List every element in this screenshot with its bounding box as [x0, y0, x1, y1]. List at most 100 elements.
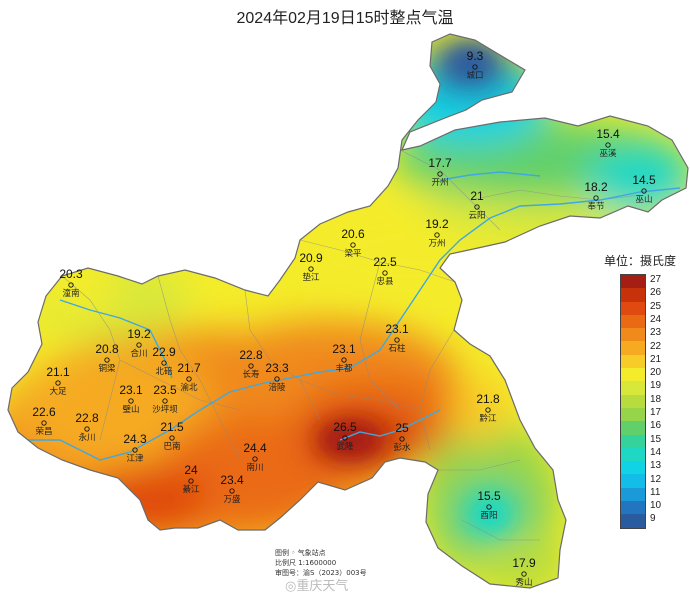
station-marker: 22.9 北碚: [152, 345, 176, 377]
station-layer: 9.3 城口 15.4 巫溪 14.5 巫山 18.2 奉节 17.7 开州 21 云阳 19.2 万州 2…: [32, 49, 656, 588]
station-temperature: 9.3: [467, 49, 484, 63]
legend-label: 18: [650, 393, 662, 405]
station-marker: 22.6 荣昌: [32, 405, 56, 437]
legend-swatch: [621, 514, 645, 528]
station-name: 长寿: [242, 369, 260, 380]
legend-swatch: [621, 394, 645, 408]
station-marker: 25 彭水: [393, 421, 411, 453]
legend-label: 21: [650, 353, 662, 365]
station-name: 潼南: [62, 288, 79, 299]
station-marker: 17.7 开州: [428, 156, 452, 188]
legend-label: 11: [650, 486, 661, 498]
station-name: 合川: [130, 348, 147, 359]
station-dot: [605, 142, 611, 148]
station-marker: 26.5 武隆: [333, 420, 357, 452]
station-name: 黔江: [479, 413, 497, 424]
temperature-legend: 单位：摄氏度 27 26 25 24 23 22 21 20 19 18 17 16 15 14 13 12 1…: [602, 252, 690, 529]
station-marker: 14.5 巫山: [632, 173, 656, 205]
station-dot: [128, 398, 134, 404]
station-temperature: 19.2: [425, 217, 449, 231]
station-marker: 20.3 潼南: [59, 267, 83, 299]
watermark-text: ◎重庆天气: [285, 579, 349, 594]
station-name: 武隆: [336, 441, 354, 452]
legend-label: 20: [650, 367, 662, 379]
station-name: 涪陵: [268, 382, 286, 393]
legend-swatch: [621, 447, 645, 462]
station-temperature: 15.4: [596, 127, 620, 141]
station-dot: [472, 64, 478, 70]
station-temperature: 23.5: [153, 383, 177, 397]
map-title: 2024年02月19日15时整点气温: [236, 10, 454, 27]
station-temperature: 24: [184, 463, 198, 477]
legend-swatch: [621, 275, 645, 289]
legend-label: 9: [650, 513, 656, 525]
legend-label: 25: [650, 300, 662, 312]
station-dot: [485, 407, 491, 413]
legend-swatch: [621, 341, 645, 355]
station-dot: [308, 266, 314, 272]
station-temperature: 18.2: [584, 180, 608, 194]
station-marker: 19.2 万州: [425, 217, 449, 249]
station-dot: [437, 171, 443, 177]
station-name: 垫江: [302, 272, 320, 283]
station-dot: [399, 436, 405, 442]
station-name: 开州: [431, 178, 448, 188]
info-approval-line: 审图号：渝S（2023）003号: [275, 569, 367, 577]
station-dot: [521, 571, 527, 577]
station-marker: 18.2 奉节: [584, 180, 608, 212]
info-legend-line: 图例 ◦ 气象站点: [275, 549, 326, 557]
station-marker: 22.5 忠县: [373, 255, 397, 287]
station-marker: 23.1 丰都: [332, 342, 356, 374]
map-info-block: 图例 ◦ 气象站点 比例尺 1:1600000 审图号：渝S（2023）003号: [275, 548, 367, 578]
station-dot: [593, 195, 599, 201]
station-name: 大足: [49, 386, 67, 397]
station-name: 忠县: [376, 277, 394, 287]
station-name: 北碚: [155, 366, 173, 377]
legend-swatch: [621, 407, 645, 422]
station-name: 秀山: [515, 577, 532, 588]
station-temperature: 22.9: [152, 345, 176, 359]
station-name: 彭水: [393, 442, 411, 453]
station-temperature: 26.5: [333, 420, 357, 434]
station-dot: [186, 376, 192, 382]
legend-swatch: [621, 328, 645, 342]
legend-label: 27: [650, 274, 662, 285]
legend-label: 23: [650, 327, 662, 339]
legend-label: 19: [650, 380, 662, 392]
station-dot: [169, 435, 175, 441]
station-temperature: 24.3: [123, 432, 147, 446]
legend-label: 24: [650, 313, 662, 325]
legend-swatch: [621, 381, 645, 395]
station-temperature: 20.3: [59, 267, 83, 281]
legend-swatch: [621, 301, 645, 315]
station-name: 南川: [246, 462, 263, 473]
station-name: 云阳: [468, 211, 485, 221]
station-dot: [55, 380, 61, 386]
station-dot: [382, 270, 388, 276]
station-temperature: 22.8: [239, 348, 263, 362]
station-name: 綦江: [182, 484, 200, 495]
station-marker: 19.2 合川: [127, 327, 151, 359]
station-temperature: 23.3: [265, 361, 289, 375]
station-temperature: 25: [395, 421, 409, 435]
station-name: 渝北: [180, 382, 198, 393]
station-dot: [394, 337, 400, 343]
station-dot: [104, 357, 110, 363]
station-dot: [342, 435, 348, 441]
station-name: 万盛: [223, 494, 241, 505]
station-name: 巴南: [163, 441, 180, 452]
station-name: 城口: [466, 71, 483, 81]
station-temperature: 20.9: [299, 251, 323, 265]
station-dot: [229, 488, 235, 494]
station-marker: 22.8 永川: [75, 411, 99, 443]
station-temperature: 21: [470, 189, 484, 203]
station-marker: 20.9 垫江: [299, 251, 323, 283]
legend-label: 10: [650, 500, 662, 512]
station-name: 奉节: [587, 201, 605, 212]
station-temperature: 24.4: [243, 441, 267, 455]
station-dot: [252, 456, 258, 462]
station-name: 酉阳: [480, 511, 497, 521]
station-temperature: 22.8: [75, 411, 99, 425]
